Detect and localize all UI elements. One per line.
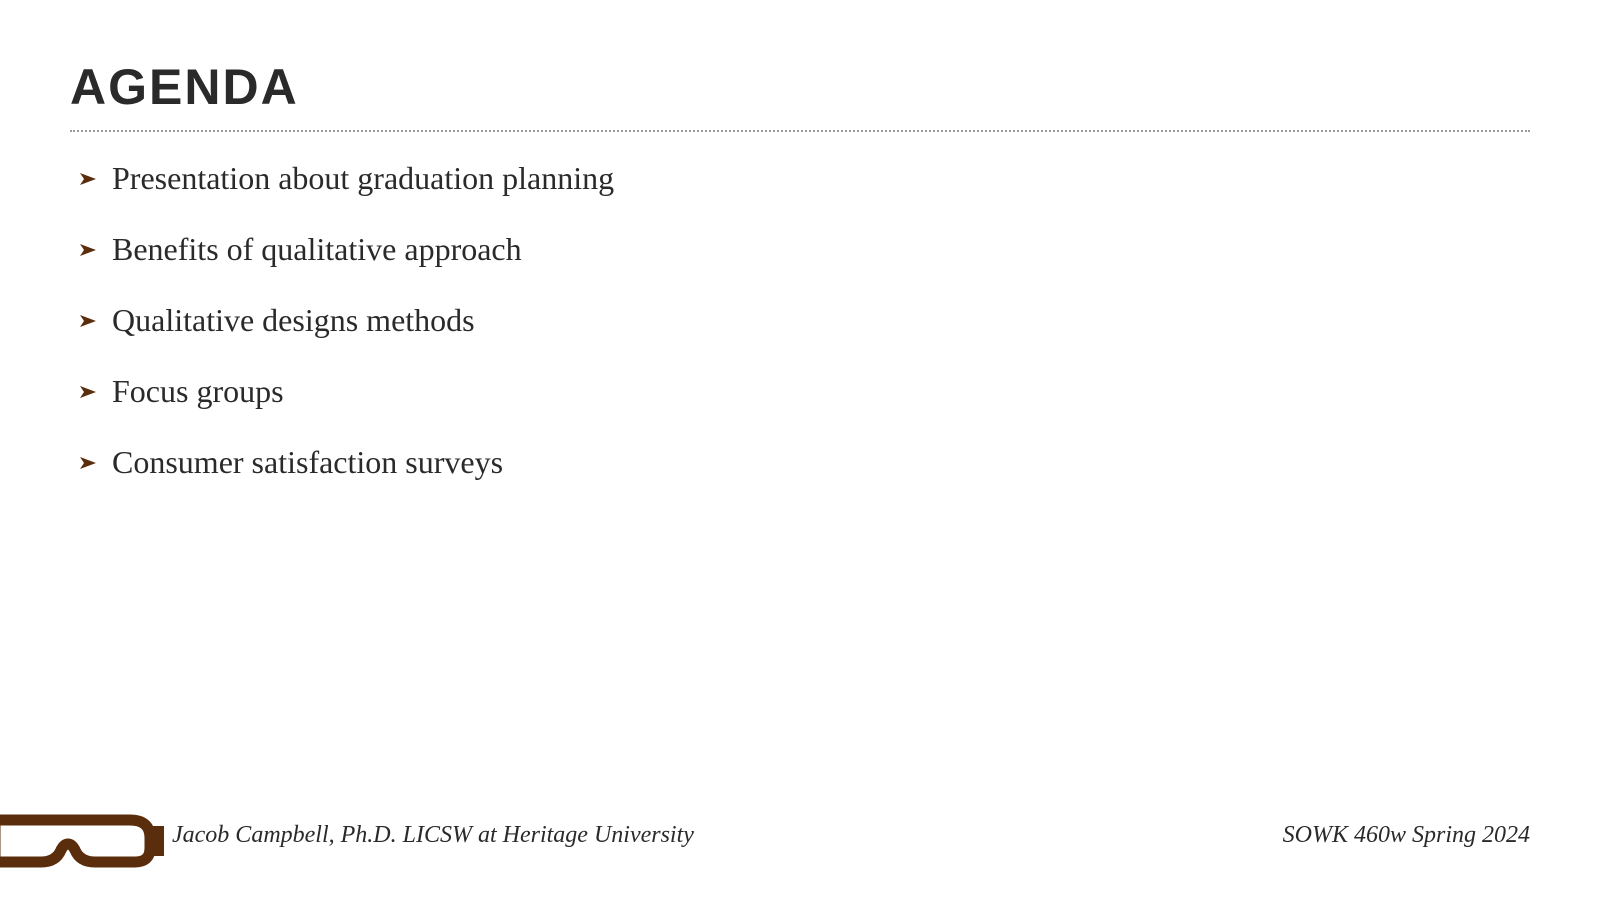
list-item: Focus groups: [78, 373, 614, 410]
list-item-label: Consumer satisfaction surveys: [112, 444, 503, 481]
list-item: Qualitative designs methods: [78, 302, 614, 339]
footer-author: Jacob Campbell, Ph.D. LICSW at Heritage …: [172, 822, 694, 849]
footer-course: SOWK 460w Spring 2024: [1283, 822, 1530, 849]
agenda-list: Presentation about graduation planning B…: [78, 160, 614, 515]
list-item-label: Benefits of qualitative approach: [112, 231, 522, 268]
slide-footer: Jacob Campbell, Ph.D. LICSW at Heritage …: [0, 800, 1600, 870]
list-item: Presentation about graduation planning: [78, 160, 614, 197]
slide-title: AGENDA: [70, 58, 299, 116]
title-divider: [70, 130, 1530, 132]
list-item-label: Focus groups: [112, 373, 284, 410]
list-item: Benefits of qualitative approach: [78, 231, 614, 268]
bullet-icon: [78, 242, 102, 258]
list-item: Consumer satisfaction surveys: [78, 444, 614, 481]
list-item-label: Qualitative designs methods: [112, 302, 475, 339]
list-item-label: Presentation about graduation planning: [112, 160, 614, 197]
bullet-icon: [78, 455, 102, 471]
bullet-icon: [78, 313, 102, 329]
bullet-icon: [78, 171, 102, 187]
bullet-icon: [78, 384, 102, 400]
goggles-icon: [0, 800, 170, 870]
footer-left: Jacob Campbell, Ph.D. LICSW at Heritage …: [0, 800, 694, 870]
